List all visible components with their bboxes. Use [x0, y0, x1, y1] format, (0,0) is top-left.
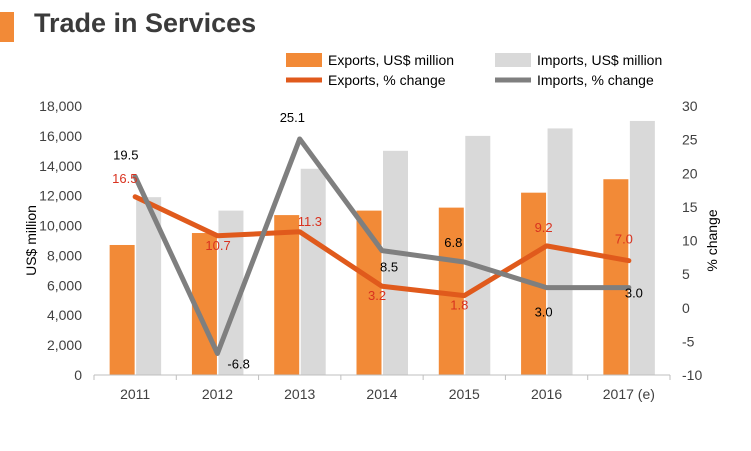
imports-change-label: 3.0 — [535, 305, 553, 320]
y-tick-label: 6,000 — [47, 277, 82, 293]
exports-bar-2013 — [274, 215, 300, 375]
exports-change-label: 7.0 — [615, 232, 633, 247]
exports-bar-2014 — [356, 210, 382, 375]
y2-tick-label: 10 — [682, 233, 698, 249]
imports-change-label: 19.5 — [113, 148, 138, 163]
y2-tick-label: 5 — [682, 266, 690, 282]
y-tick-label: 14,000 — [39, 158, 82, 174]
imports-bar-2013 — [300, 168, 326, 375]
imports-change-label: 8.5 — [380, 260, 398, 275]
y2-tick-label: 30 — [682, 98, 698, 114]
page-title: Trade in Services — [34, 8, 257, 38]
y-tick-label: 0 — [74, 367, 82, 383]
imports-bar-2014 — [383, 150, 408, 375]
imports-bar-2015 — [465, 135, 491, 375]
y2-tick-label: -10 — [682, 367, 702, 383]
imports-change-label: 25.1 — [280, 110, 305, 125]
exports-change-label: 11.3 — [298, 214, 322, 229]
y2-tick-label: 15 — [682, 199, 698, 215]
exports-change-label: 3.2 — [368, 288, 386, 303]
x-tick-label: 2015 — [449, 386, 480, 402]
legend-label-1: Imports, US$ million — [537, 52, 662, 68]
imports-change-label: -6.8 — [227, 356, 249, 371]
y-tick-label: 16,000 — [39, 128, 82, 144]
imports-change-label: 6.8 — [444, 235, 462, 250]
exports-bar-2011 — [109, 244, 135, 375]
y-tick-label: 8,000 — [47, 247, 82, 263]
y-tick-label: 12,000 — [39, 188, 82, 204]
exports-change-label: 10.7 — [205, 238, 230, 253]
y-axis-title: US$ million — [23, 205, 39, 276]
exports-change-label: 16.5 — [112, 171, 137, 186]
legend-label-3: Imports, % change — [537, 72, 654, 88]
imports-change-line — [132, 136, 632, 356]
y-tick-label: 10,000 — [39, 218, 82, 234]
exports-change-label: 9.2 — [535, 220, 553, 235]
y2-tick-label: -5 — [682, 333, 695, 349]
y2-tick-label: 20 — [682, 165, 698, 181]
x-tick-label: 2011 — [120, 386, 150, 402]
legend-label-0: Exports, US$ million — [328, 52, 454, 68]
exports-change-label: 1.8 — [450, 298, 468, 313]
legend-swatch-1 — [495, 53, 531, 67]
x-tick-label: 2014 — [366, 386, 397, 402]
y2-tick-label: 25 — [682, 132, 698, 148]
exports-bar-2017e — [603, 179, 629, 375]
imports-bar-2017e — [629, 120, 655, 375]
y2-tick-label: 0 — [682, 300, 690, 316]
legend-swatch-0 — [286, 53, 322, 67]
y2-axis-title: % change — [704, 209, 720, 271]
exports-change-line — [132, 194, 632, 299]
x-tick-label: 2013 — [284, 386, 315, 402]
x-tick-label: 2016 — [531, 386, 562, 402]
title-accent-bar — [0, 12, 14, 42]
legend-label-2: Exports, % change — [328, 72, 446, 88]
x-tick-label: 2017 (e) — [603, 386, 655, 402]
y-tick-label: 18,000 — [39, 98, 82, 114]
x-tick-label: 2012 — [202, 386, 233, 402]
y-tick-label: 4,000 — [47, 307, 82, 323]
y-tick-label: 2,000 — [47, 337, 82, 353]
imports-change-label: 3.0 — [625, 286, 643, 301]
